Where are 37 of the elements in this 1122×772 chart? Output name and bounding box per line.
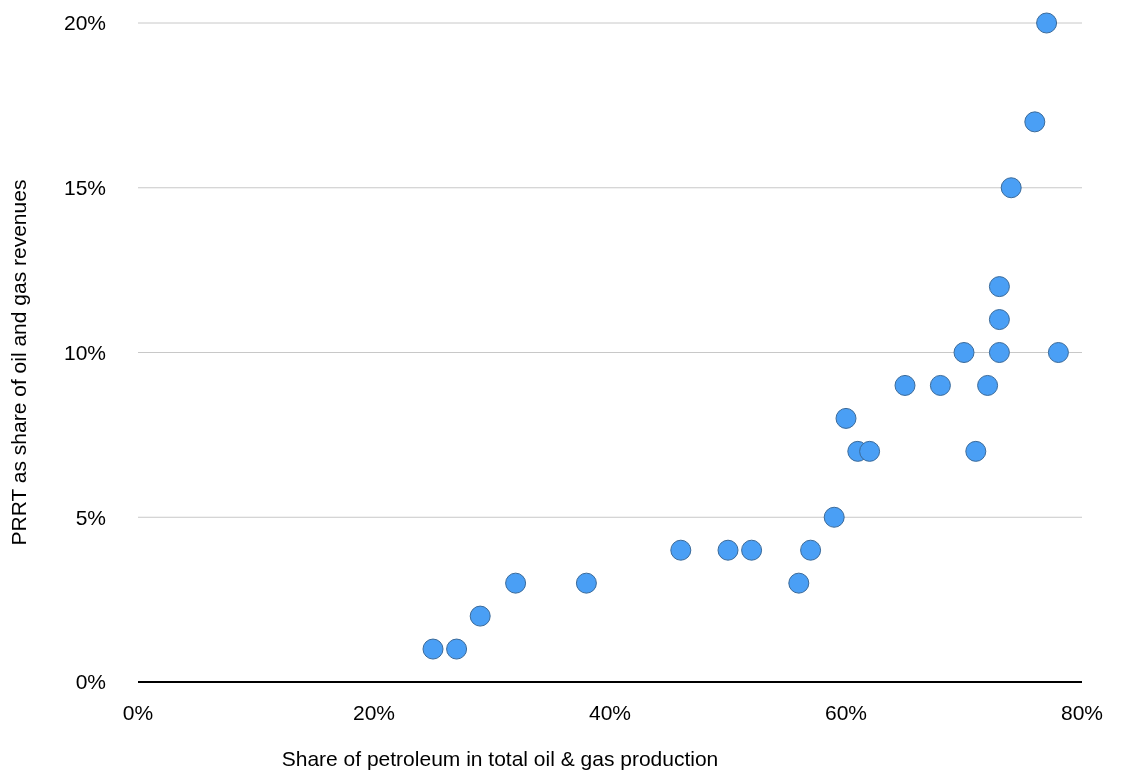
y-tick-label: 20% bbox=[63, 11, 106, 35]
point bbox=[469, 605, 491, 627]
point bbox=[965, 440, 987, 462]
x-axis-title: Share of petroleum in total oil & gas production bbox=[281, 747, 719, 770]
point bbox=[717, 539, 739, 561]
point bbox=[800, 539, 822, 561]
point bbox=[1024, 111, 1046, 133]
point bbox=[977, 374, 999, 396]
point bbox=[988, 309, 1010, 331]
x-tick-label: 60% bbox=[824, 701, 868, 724]
y-tick-label: 15% bbox=[63, 176, 106, 200]
y-tick-label: 5% bbox=[75, 505, 106, 529]
x-tick-label: 0% bbox=[122, 701, 154, 724]
y-tick-label: 0% bbox=[75, 670, 106, 694]
x-tick-label: 20% bbox=[352, 701, 396, 724]
point bbox=[1047, 342, 1069, 363]
point bbox=[422, 638, 444, 660]
point bbox=[859, 440, 881, 462]
y-tick-label: 10% bbox=[63, 340, 106, 364]
point bbox=[1000, 177, 1022, 199]
point bbox=[505, 572, 527, 594]
point bbox=[1036, 12, 1058, 34]
point bbox=[988, 276, 1010, 298]
point bbox=[575, 572, 597, 594]
point bbox=[835, 407, 857, 429]
point bbox=[788, 572, 810, 594]
point bbox=[446, 638, 468, 660]
y-axis-title: PRRT as share of oil and gas revenues bbox=[7, 179, 30, 546]
point bbox=[953, 342, 975, 363]
point bbox=[823, 506, 845, 528]
point bbox=[894, 374, 916, 396]
point bbox=[670, 539, 692, 561]
point bbox=[741, 539, 763, 561]
x-tick-label: 80% bbox=[1060, 701, 1104, 724]
x-tick-label: 40% bbox=[588, 701, 632, 724]
point bbox=[988, 342, 1010, 363]
point bbox=[929, 374, 951, 396]
